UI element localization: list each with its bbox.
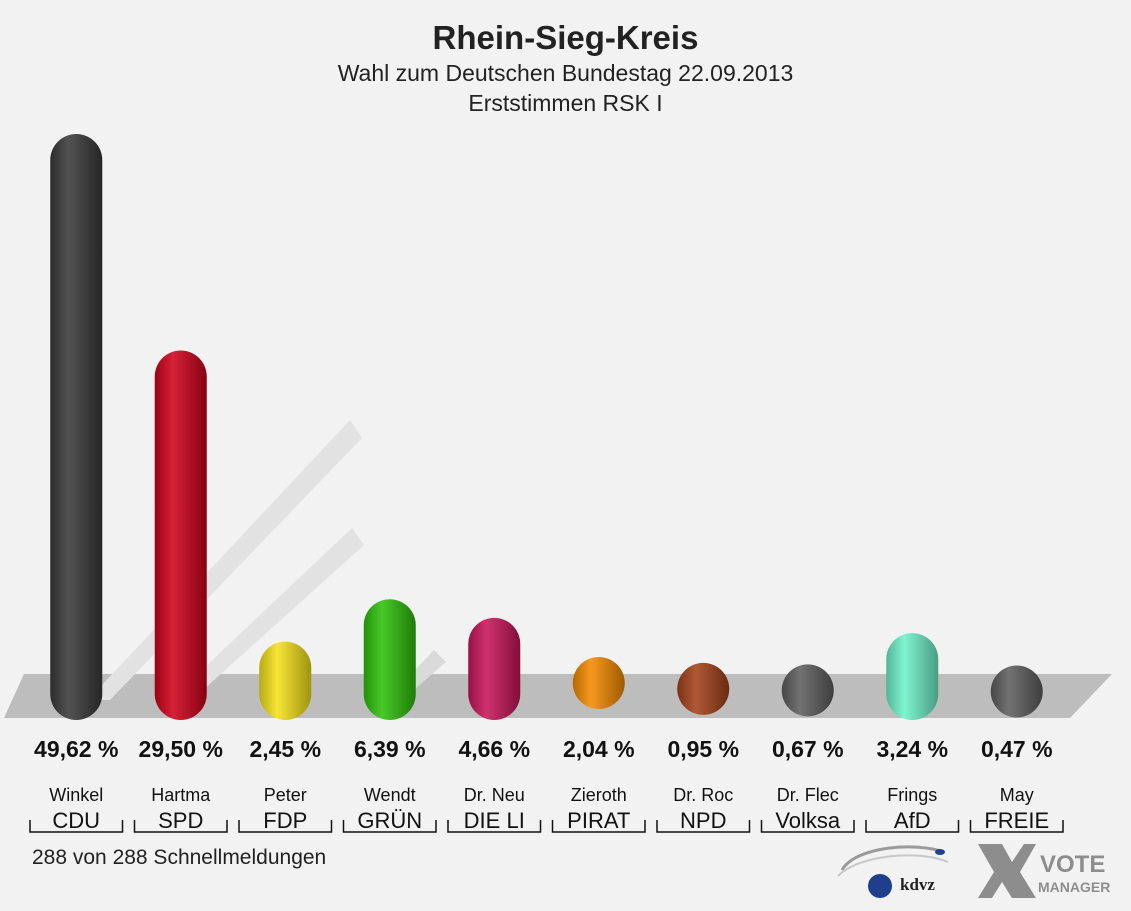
bar-gr-n [363,599,416,720]
candidate-label: Hartma [151,785,211,805]
party-label: GRÜN [357,808,422,833]
party-label: Volksa [775,808,841,833]
bar-afd [886,633,939,720]
category-bracket [29,820,124,833]
value-label: 2,45 % [249,736,321,762]
value-label: 2,04 % [563,736,635,762]
bar-pirat [572,657,625,710]
category-bracket [133,820,228,833]
bar-cdu [50,134,103,720]
manager-logo-text: MANAGER [1038,879,1110,895]
category-bracket [760,820,855,833]
category-bracket [342,820,437,833]
candidate-label: Frings [887,785,937,805]
party-label: PIRAT [567,808,630,833]
labels-group: 49,62 % Winkel CDU 29,50 % Hartma SPD 2,45 % Pe… [29,736,1064,833]
value-label: 3,24 % [876,736,948,762]
value-label: 29,50 % [139,736,223,762]
bar-fdp [259,641,312,720]
party-label: DIE LI [464,808,525,833]
bar-npd [677,662,730,715]
candidate-label: Dr. Roc [673,785,733,805]
bar-die-li [468,617,521,720]
party-label: CDU [52,808,100,833]
party-label: SPD [158,808,203,833]
category-bracket [551,820,646,833]
bar-volksa [781,664,834,717]
party-label: AfD [894,808,931,833]
kdvz-logo: kdvz [837,845,949,898]
shadow-stripe [170,528,364,700]
category-bracket [656,820,751,833]
candidate-label: Zieroth [571,785,627,805]
candidate-label: Wendt [364,785,416,805]
kdvz-logo-text: kdvz [900,875,935,894]
bar-spd [154,350,207,720]
value-label: 4,66 % [458,736,530,762]
vote-logo-text: VOTE [1040,851,1105,878]
value-label: 0,95 % [667,736,739,762]
category-bracket [865,820,960,833]
chart-subtitle-2: Erststimmen RSK I [468,90,663,116]
category-bracket [447,820,542,833]
chart-title: Rhein-Sieg-Kreis [432,19,699,56]
candidate-label: May [1000,785,1034,805]
party-label: NPD [680,808,726,833]
value-label: 49,62 % [34,736,118,762]
candidate-label: Winkel [49,785,103,805]
status-text: 288 von 288 Schnellmeldungen [32,846,327,869]
bars-group [50,134,1043,720]
candidate-label: Dr. Neu [464,785,525,805]
chart-subtitle: Wahl zum Deutschen Bundestag 22.09.2013 [337,60,794,86]
category-bracket [969,820,1064,833]
candidate-label: Peter [264,785,307,805]
candidate-label: Dr. Flec [777,785,839,805]
value-label: 6,39 % [354,736,426,762]
party-label: FDP [263,808,307,833]
value-label: 0,47 % [981,736,1053,762]
category-bracket [238,820,333,833]
bar-freie [990,665,1043,718]
value-label: 0,67 % [772,736,844,762]
party-label: FREIE [984,808,1049,833]
vote-manager-logo: VOTE MANAGER [978,844,1110,898]
chart-titles: Rhein-Sieg-Kreis Wahl zum Deutschen Bund… [0,18,1131,118]
